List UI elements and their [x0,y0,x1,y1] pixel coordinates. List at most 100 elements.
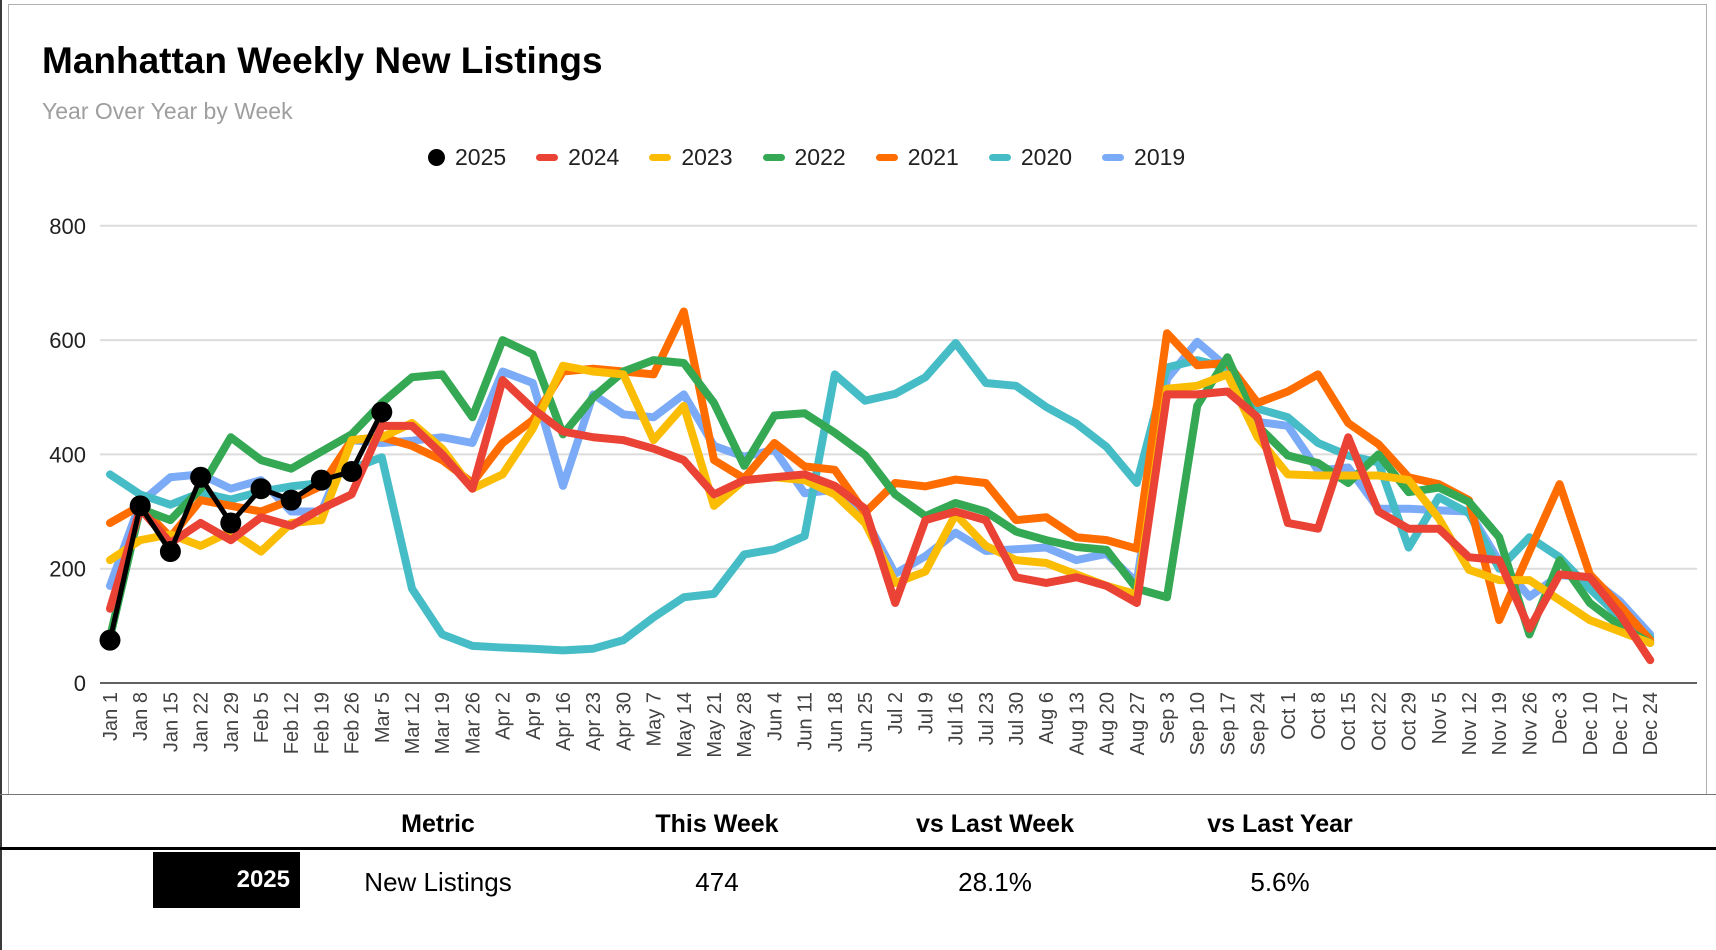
series-point-2025 [129,495,151,517]
x-tick-label: Jan 15 [160,692,182,752]
legend-item-2019[interactable]: 2019 [1102,144,1185,171]
x-tick-label: Nov 5 [1429,692,1451,744]
legend-label: 2023 [681,144,733,170]
x-tick-label: Nov 19 [1489,692,1511,755]
line-chart: 0 200 400 600 800 Jan 1 Jan 8 Jan 15 Jan 22 Jan 2… [49,214,1697,758]
x-tick-label: Apr 2 [493,692,515,740]
table-header-metric: Metric [401,810,475,838]
series-line-2022 [106,336,1655,647]
x-tick-label: Jun 18 [825,692,847,752]
legend-marker-2024 [536,154,559,161]
y-tick-label: 800 [49,214,86,239]
series-point-2025 [99,629,121,651]
legend-item-2025[interactable]: 2025 [428,144,506,171]
x-tick-label: Jan 22 [191,692,213,752]
x-tick-label: Jun 25 [855,692,877,752]
chart-subtitle: Year Over Year by Week [42,98,293,124]
x-tick-label: Jun 4 [764,692,786,741]
legend-label: 2022 [794,144,846,170]
x-tick-label: Jul 23 [976,692,998,745]
x-tick-label: Oct 15 [1338,692,1360,751]
table-cell-vs-last-year: 5.6% [1250,867,1310,897]
y-tick-label: 400 [49,442,86,467]
x-tick-label: Feb 26 [342,692,364,754]
x-tick-label: Feb 12 [281,692,303,754]
legend-marker-2022 [762,154,785,161]
x-tick-label: Jul 2 [885,692,907,734]
series-point-2025 [310,469,332,491]
x-tick-label: Mar 26 [462,692,484,754]
x-tick-label: Nov 12 [1459,692,1481,755]
x-tick-label: Dec 3 [1550,692,1572,744]
year-badge-label: 2025 [236,866,290,893]
table-cell-vs-last-week: 28.1% [958,867,1032,897]
legend-item-2021[interactable]: 2021 [875,144,959,171]
year-badge: 2025 [153,852,300,908]
x-tick-label: Feb 5 [251,692,273,743]
x-tick-label: Apr 30 [613,692,635,751]
x-tick-label: Aug 27 [1127,692,1149,755]
y-tick-label: 600 [49,328,86,353]
series-line-2025 [107,409,385,643]
x-tick-label: May 28 [734,692,756,758]
legend-label: 2020 [1020,144,1073,170]
legend-label: 2021 [907,144,959,170]
table-header-divider [0,847,1716,850]
legend-label: 2024 [568,144,620,170]
series-point-2025 [250,478,272,500]
x-tick-label: Mar 12 [402,692,424,754]
x-tick-label: May 21 [704,692,726,758]
x-tick-label: Mar 19 [432,692,454,754]
x-tick-label: Dec 10 [1580,692,1602,755]
chart-legend: 2025 2024 2023 2022 2021 2020 2019 [428,144,1185,171]
x-tick-label: May 14 [674,692,696,758]
legend-item-2020[interactable]: 2020 [988,144,1073,171]
legend-marker-2025 [428,149,445,166]
legend-marker-2019 [1102,154,1125,161]
series-point-2025 [341,461,363,483]
series-point-2025 [190,466,212,488]
series-line-2024 [106,376,1655,665]
x-tick-label: Jul 30 [1006,692,1028,745]
table-header-this-week: This Week [655,810,779,838]
legend-marker-2021 [875,154,898,161]
window-left-edge [0,0,2,950]
series-point-2025 [371,401,393,423]
x-tick-label: Nov 26 [1519,692,1541,755]
x-tick-label: Dec 24 [1640,692,1662,755]
table-header-vs-last-year: vs Last Year [1207,810,1353,838]
x-tick-label: Oct 8 [1308,692,1330,740]
x-tick-label: Jan 29 [221,692,243,752]
legend-item-2023[interactable]: 2023 [649,144,733,171]
table-cell-metric: New Listings [364,867,512,897]
x-tick-label: Sep 24 [1248,692,1270,755]
x-tick-label: Aug 6 [1036,692,1058,744]
y-tick-label: 0 [74,671,86,696]
x-tick-label: Feb 19 [311,692,333,754]
x-tick-label: Sep 3 [1157,692,1179,744]
x-tick-label: Oct 29 [1399,692,1421,751]
x-tick-label: Mar 5 [372,692,394,743]
legend-item-2024[interactable]: 2024 [536,144,619,171]
legend-label: 2025 [455,144,507,170]
x-tick-label: Sep 10 [1187,692,1209,755]
table-header-vs-last-week: vs Last Week [916,810,1074,838]
legend-marker-2020 [988,154,1011,161]
x-tick-label: Apr 16 [553,692,575,751]
chart-card [8,4,1707,795]
x-tick-label: Apr 23 [583,692,605,751]
x-tick-label: Sep 17 [1217,692,1239,755]
x-tick-label: Jul 16 [946,692,968,745]
x-tick-label: Jan 8 [130,692,152,741]
x-tick-label: May 7 [644,692,666,746]
legend-marker-2023 [649,154,672,161]
series-point-2025 [220,512,242,534]
series-point-2025 [280,489,302,511]
x-tick-label: Aug 20 [1097,692,1119,755]
y-tick-label: 200 [49,557,86,582]
legend-item-2022[interactable]: 2022 [762,144,846,171]
x-tick-label: Aug 13 [1066,692,1088,755]
x-tick-label: Oct 1 [1278,692,1300,740]
series-line-2023 [106,361,1655,647]
x-tick-label: Jan 1 [100,692,122,741]
